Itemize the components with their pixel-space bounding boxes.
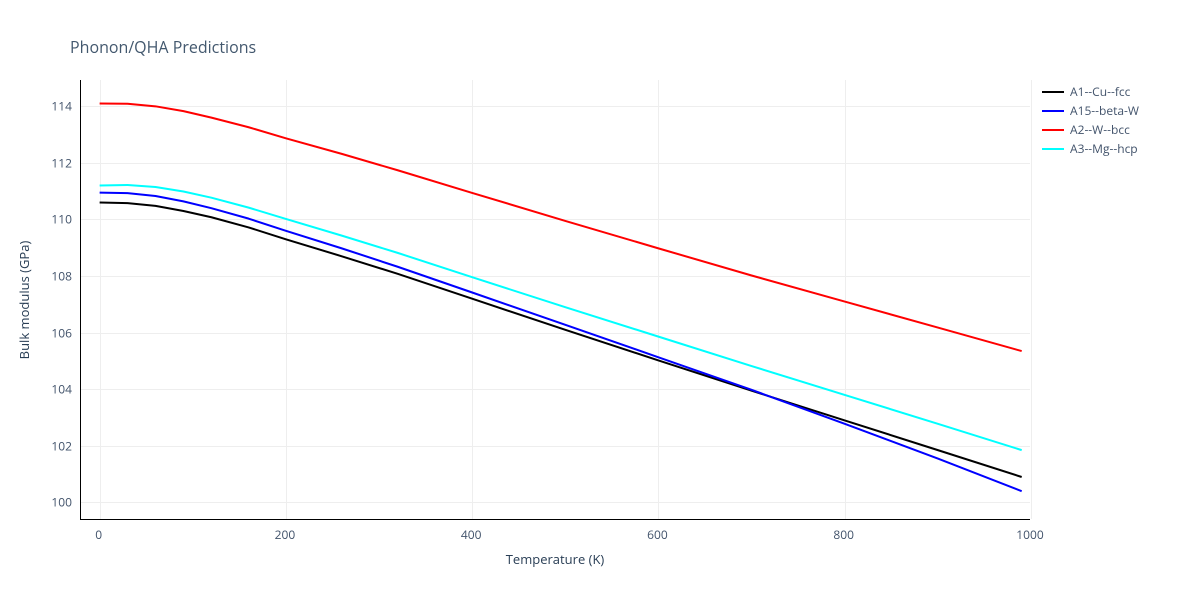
legend-label: A2--W--bcc (1070, 121, 1130, 138)
legend-item[interactable]: A1--Cu--fcc (1042, 82, 1139, 101)
y-tick-label: 100 (0, 494, 72, 511)
chart-title: Phonon/QHA Predictions (70, 36, 256, 58)
legend: A1--Cu--fcc A15--beta-W A2--W--bcc A3--Mg--… (1042, 82, 1139, 158)
legend-label: A3--Mg--hcp (1070, 140, 1138, 157)
x-tick-label: 600 (647, 526, 668, 543)
plot-area[interactable] (80, 80, 1030, 520)
legend-swatch (1042, 110, 1064, 112)
y-tick-label: 110 (0, 211, 72, 228)
legend-label: A15--beta-W (1070, 102, 1139, 119)
legend-item[interactable]: A15--beta-W (1042, 101, 1139, 120)
x-tick-label: 800 (833, 526, 854, 543)
x-tick-label: 0 (95, 526, 102, 543)
legend-swatch (1042, 148, 1064, 150)
chart-container: Phonon/QHA Predictions 0 200 400 600 800 1000 1… (0, 0, 1200, 600)
legend-label: A1--Cu--fcc (1070, 83, 1130, 100)
legend-swatch (1042, 91, 1064, 93)
y-tick-label: 112 (0, 154, 72, 171)
y-tick-label: 106 (0, 324, 72, 341)
legend-swatch (1042, 129, 1064, 131)
legend-item[interactable]: A3--Mg--hcp (1042, 139, 1139, 158)
legend-item[interactable]: A2--W--bcc (1042, 120, 1139, 139)
gridline-vertical (1031, 80, 1032, 519)
y-tick-label: 104 (0, 381, 72, 398)
series-line[interactable] (100, 203, 1022, 477)
x-tick-label: 400 (461, 526, 482, 543)
x-tick-label: 200 (275, 526, 296, 543)
line-layer (81, 80, 1031, 520)
y-tick-label: 108 (0, 268, 72, 285)
series-line[interactable] (100, 103, 1022, 351)
y-axis-label: Bulk modulus (GPa) (15, 241, 33, 360)
x-axis-label: Temperature (K) (506, 550, 605, 568)
series-line[interactable] (100, 193, 1022, 492)
y-tick-label: 102 (0, 437, 72, 454)
y-tick-label: 114 (0, 98, 72, 115)
x-tick-label: 1000 (1016, 526, 1043, 543)
